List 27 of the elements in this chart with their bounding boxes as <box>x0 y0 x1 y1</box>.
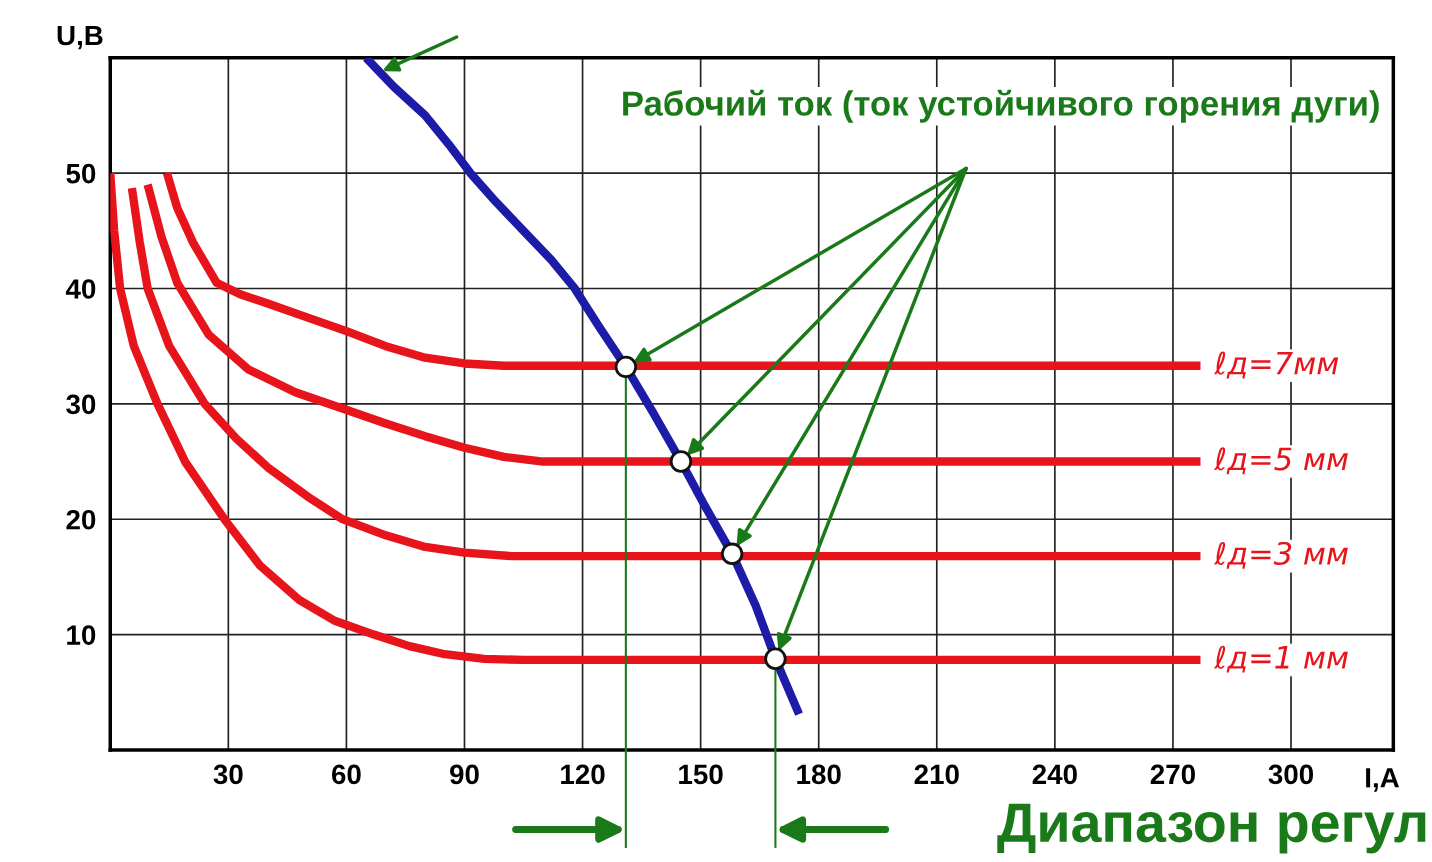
text: Диапазон регул <box>997 803 1426 854</box>
point <box>614 355 638 379</box>
x-tick-label: 60 <box>331 764 361 785</box>
series-label: ℓд=7мм <box>1213 351 1339 379</box>
x-tick-label: 150 <box>679 764 723 785</box>
series-label: ℓд=5 мм <box>1213 447 1348 475</box>
x-tick-label: 90 <box>450 764 479 785</box>
point <box>764 647 787 671</box>
x-tick-label: 300 <box>1268 764 1314 785</box>
x-axis-title: I,A <box>1366 768 1400 792</box>
y-tick-label: 50 <box>66 163 96 184</box>
y-tick-label: 30 <box>66 394 96 415</box>
point <box>720 542 744 566</box>
y-tick-label: 40 <box>65 279 96 299</box>
x-tick-label: 240 <box>1032 764 1077 785</box>
y-tick-label: 10 <box>67 625 96 645</box>
point <box>669 450 693 473</box>
annotation: Рабочий ток (ток устойчивого горения дуги) <box>623 89 1379 123</box>
x-tick-label: 270 <box>1150 764 1195 785</box>
series-label: ℓд=1 мм <box>1213 645 1348 673</box>
series-label: ℓд=3 мм <box>1213 541 1348 569</box>
x-tick-label: 30 <box>213 764 243 785</box>
x-tick-label: 180 <box>797 764 841 785</box>
x-tick-label: 120 <box>561 764 605 785</box>
x-tick-label: 210 <box>914 764 959 785</box>
y-tick-label: 20 <box>66 509 96 530</box>
y-axis-title: U,B <box>57 25 103 50</box>
